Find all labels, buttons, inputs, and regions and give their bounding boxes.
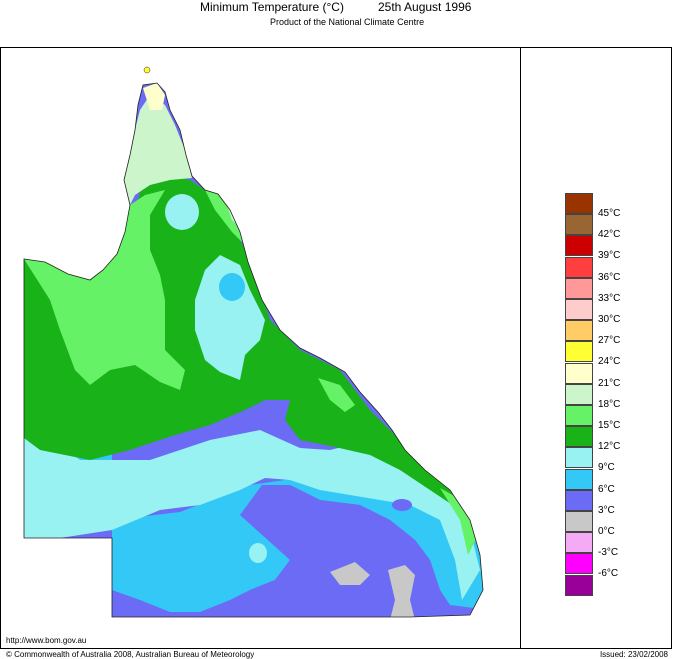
legend-swatch — [565, 426, 593, 448]
legend-swatch — [565, 193, 593, 214]
band-6-9-se — [392, 499, 412, 511]
legend-label: 27°C — [598, 335, 621, 347]
legend-swatch — [565, 277, 593, 299]
map-frame — [0, 47, 672, 649]
legend-label: 24°C — [598, 356, 621, 368]
legend-label: 45°C — [598, 208, 621, 219]
legend-swatch — [565, 511, 593, 532]
legend-label: 9°C — [598, 462, 615, 474]
legend-label: -3°C — [598, 547, 619, 559]
legend-label: 33°C — [598, 292, 621, 304]
legend-swatch — [565, 489, 593, 511]
legend-label: 39°C — [598, 250, 621, 262]
legend-swatch — [565, 256, 593, 278]
legend-label: 12°C — [598, 441, 621, 453]
legend-label: 18°C — [598, 398, 621, 410]
band-9-12-inland — [195, 255, 265, 380]
legend-swatch — [565, 532, 593, 554]
legend-label: -6°C — [598, 568, 619, 580]
legend-swatch — [565, 235, 593, 257]
legend-label: 36°C — [598, 271, 621, 283]
legend-swatch — [565, 553, 593, 575]
legend-label: 3°C — [598, 504, 615, 516]
map-title: Minimum Temperature (°C) — [200, 0, 344, 14]
band-15-18-coast — [318, 378, 355, 412]
legend-swatch — [565, 574, 593, 596]
legend-label: 6°C — [598, 483, 615, 495]
band-0-3-south — [330, 562, 370, 585]
band-0-3-se — [388, 565, 415, 617]
band-6-9-island — [249, 543, 267, 563]
legend-label: 0°C — [598, 526, 615, 537]
band-6-9-inland — [219, 273, 245, 301]
legend-swatch — [565, 320, 593, 342]
legend-label: 30°C — [598, 314, 621, 325]
legend-swatch — [565, 468, 593, 490]
legend-label: 15°C — [598, 420, 621, 431]
band-15-18-east — [205, 190, 245, 245]
legend-swatch — [565, 341, 593, 363]
legend-divider — [520, 47, 521, 649]
legend-label: 42°C — [598, 229, 621, 241]
island-marker — [143, 66, 151, 74]
legend-swatch — [565, 214, 593, 236]
legend-label: 21°C — [598, 377, 621, 389]
legend-swatch — [565, 299, 593, 320]
map-subtitle: Product of the National Climate Centre — [270, 17, 425, 27]
source-url[interactable]: http://www.bom.gov.au — [6, 636, 87, 645]
legend-swatch — [565, 362, 593, 384]
issued-date: Issued: 23/02/2008 — [599, 650, 668, 659]
band-6-9 — [24, 400, 483, 612]
band-18-21 — [124, 95, 192, 205]
legend-swatch — [565, 405, 593, 426]
legend-swatch — [565, 447, 593, 469]
band-9-12-north — [165, 194, 199, 230]
band-21-24 — [143, 83, 165, 110]
band-15-18 — [24, 190, 185, 390]
legend-swatch — [565, 383, 593, 405]
map-date: 25th August 1996 — [378, 0, 472, 14]
state-outline — [23, 82, 484, 618]
map-header: Minimum Temperature (°C) 25th August 199… — [0, 0, 674, 14]
copyright-text: © Commonwealth of Australia 2008, Austra… — [6, 650, 255, 659]
